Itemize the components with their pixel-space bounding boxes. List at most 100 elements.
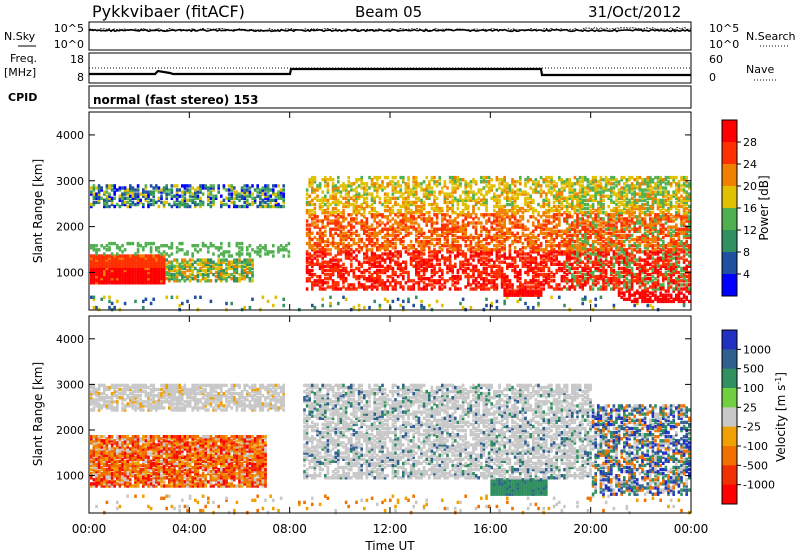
heatmap-cell bbox=[212, 184, 215, 188]
heatmap-cell bbox=[407, 287, 410, 291]
heatmap-cell bbox=[537, 250, 540, 254]
heatmap-cell bbox=[443, 227, 447, 231]
heatmap-cell bbox=[396, 264, 400, 268]
heatmap-cell bbox=[586, 223, 590, 227]
heatmap-cell bbox=[508, 285, 512, 289]
heatmap-cell bbox=[565, 208, 569, 213]
heatmap-cell bbox=[573, 244, 577, 248]
heatmap-cell bbox=[417, 225, 421, 229]
heatmap-cell bbox=[142, 258, 145, 262]
heatmap-cell bbox=[542, 180, 545, 184]
heatmap-cell bbox=[578, 211, 582, 215]
heatmap-cell bbox=[591, 188, 595, 192]
heatmap-cell bbox=[131, 260, 135, 264]
heatmap-cell bbox=[383, 208, 387, 213]
heatmap-cell bbox=[594, 231, 597, 235]
heatmap-cell bbox=[311, 287, 314, 291]
heatmap-cell bbox=[448, 287, 452, 291]
heatmap-cell bbox=[386, 287, 389, 291]
heatmap-cell bbox=[181, 248, 184, 252]
heatmap-cell bbox=[357, 221, 361, 225]
heatmap-cell bbox=[326, 217, 330, 221]
heatmap-cell bbox=[108, 204, 111, 209]
heatmap-cell bbox=[331, 283, 335, 287]
heatmap-cell bbox=[396, 281, 400, 285]
heatmap-cell bbox=[422, 192, 426, 196]
heatmap-cell bbox=[610, 217, 613, 221]
heatmap-cell bbox=[287, 250, 291, 254]
heatmap-cell bbox=[207, 246, 210, 250]
heatmap-cell bbox=[526, 256, 530, 260]
heatmap-cell bbox=[165, 264, 168, 268]
heatmap-cell bbox=[506, 198, 509, 202]
heatmap-cell bbox=[370, 227, 374, 231]
heatmap-cell bbox=[342, 184, 345, 188]
heatmap-cell bbox=[534, 188, 538, 192]
heatmap-cell bbox=[334, 262, 337, 266]
heatmap-cell bbox=[142, 279, 145, 283]
heatmap-cell bbox=[233, 260, 236, 264]
heatmap-cell bbox=[500, 180, 504, 184]
heatmap-cell bbox=[389, 260, 392, 264]
heatmap-cell bbox=[552, 200, 556, 205]
nave-label: Nave bbox=[746, 63, 774, 76]
heatmap-cell bbox=[516, 291, 519, 295]
heatmap-cell bbox=[282, 297, 285, 301]
heatmap-cell bbox=[511, 289, 514, 293]
heatmap-cell bbox=[565, 219, 569, 223]
heatmap-cell bbox=[376, 188, 379, 192]
heatmap-cell bbox=[321, 287, 324, 291]
heatmap-cell bbox=[500, 266, 504, 271]
heatmap-cell bbox=[394, 237, 397, 242]
heatmap-cell bbox=[227, 244, 231, 248]
heatmap-cell bbox=[521, 211, 525, 215]
heatmap-cell bbox=[204, 279, 207, 283]
heatmap-cell bbox=[532, 244, 535, 248]
heatmap-cell bbox=[526, 237, 530, 242]
heatmap-cell bbox=[152, 272, 155, 277]
heatmap-cell bbox=[464, 233, 467, 238]
heatmap-cell bbox=[456, 279, 460, 283]
heatmap-cell bbox=[547, 190, 551, 194]
heatmap-cell bbox=[363, 225, 366, 229]
heatmap-cell bbox=[188, 190, 192, 194]
heatmap-cell bbox=[391, 231, 395, 235]
heatmap-cell bbox=[586, 211, 590, 215]
heatmap-cell bbox=[204, 186, 207, 190]
heatmap-cell bbox=[565, 213, 569, 217]
heatmap-cell bbox=[547, 219, 551, 223]
heatmap-cell bbox=[581, 241, 584, 246]
heatmap-cell bbox=[415, 233, 418, 238]
heatmap-cell bbox=[599, 192, 603, 196]
heatmap-cell bbox=[240, 194, 244, 198]
heatmap-cell bbox=[342, 196, 345, 200]
heatmap-cell bbox=[168, 268, 171, 273]
heatmap-cell bbox=[482, 175, 486, 180]
heatmap-cell bbox=[152, 194, 155, 198]
heatmap-cell bbox=[321, 178, 324, 182]
heatmap-cell bbox=[451, 175, 454, 180]
heatmap-cell bbox=[594, 279, 597, 283]
heatmap-cell bbox=[433, 252, 436, 256]
heatmap-cell bbox=[264, 204, 267, 209]
heatmap-cell bbox=[409, 213, 413, 217]
heatmap-cell bbox=[259, 200, 262, 205]
heatmap-cell bbox=[129, 194, 132, 198]
heatmap-cell bbox=[308, 180, 311, 184]
heatmap-cell bbox=[498, 223, 501, 227]
heatmap-cell bbox=[131, 281, 135, 285]
heatmap-cell bbox=[469, 235, 473, 240]
heatmap-cell bbox=[542, 250, 545, 254]
heatmap-cell bbox=[578, 180, 582, 184]
heatmap-cell bbox=[227, 262, 231, 266]
heatmap-cell bbox=[487, 182, 491, 186]
heatmap-cell bbox=[498, 186, 501, 190]
heatmap-cell bbox=[370, 285, 374, 289]
heatmap-cell bbox=[212, 202, 215, 207]
heatmap-cell bbox=[126, 268, 129, 273]
heatmap-cell bbox=[108, 305, 111, 310]
heatmap-cell bbox=[350, 283, 353, 287]
heatmap-cell bbox=[123, 260, 127, 264]
heatmap-cell bbox=[451, 268, 454, 273]
heatmap-cell bbox=[337, 283, 340, 287]
